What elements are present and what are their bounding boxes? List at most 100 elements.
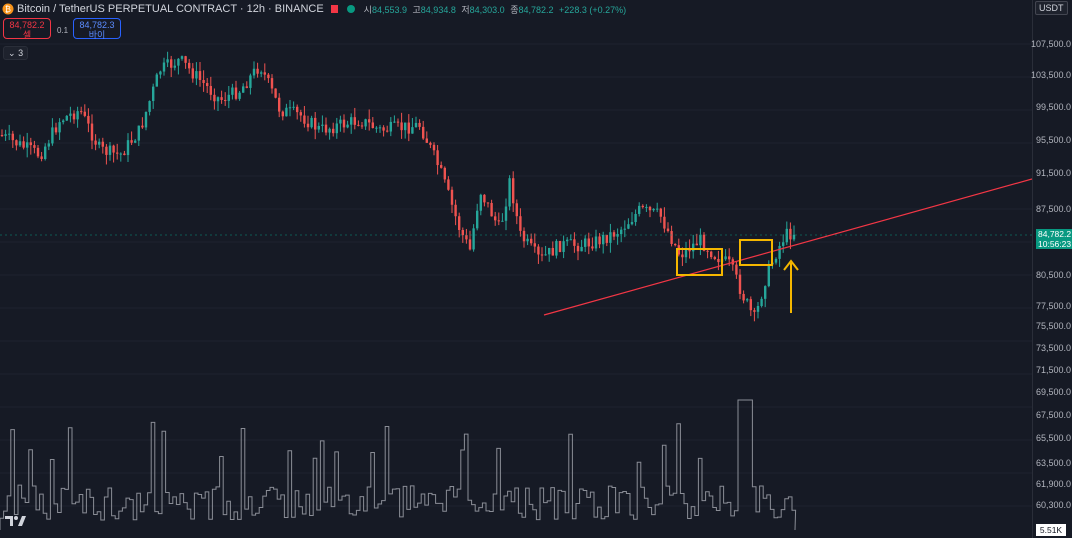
chart-area[interactable] — [0, 0, 1032, 538]
candle-body — [54, 127, 58, 133]
candlestick-chart[interactable] — [0, 0, 1032, 538]
candle-body — [29, 142, 32, 146]
candle-body — [141, 125, 144, 128]
candle-body — [123, 153, 126, 156]
candle-body — [22, 141, 25, 148]
candle-body — [299, 112, 302, 116]
candle-body — [90, 123, 94, 141]
candle-body — [342, 119, 346, 128]
candle-body — [360, 125, 364, 127]
candle-body — [80, 111, 83, 113]
candles — [0, 51, 796, 322]
candle-body — [566, 239, 569, 242]
price-axis[interactable]: 107,500.0 103,500.0 99,500.0 95,500.0 91,500… — [1031, 0, 1072, 538]
candle-body — [274, 88, 277, 98]
candle-body — [134, 140, 137, 143]
candle-body — [202, 79, 205, 84]
candle-body — [407, 122, 410, 134]
currency-badge[interactable]: USDT — [1035, 1, 1068, 15]
candle-body — [710, 251, 713, 258]
candle-body — [148, 101, 151, 112]
candle-body — [220, 97, 223, 100]
candle-body — [119, 153, 122, 155]
flag-icon[interactable] — [330, 5, 338, 13]
candle-body — [328, 128, 331, 133]
trendline[interactable] — [543, 178, 1032, 316]
candle-body — [321, 124, 324, 126]
symbol-title[interactable]: Bitcoin / TetherUS PERPETUAL CONTRACT · … — [17, 3, 324, 15]
chart-header: ₿ Bitcoin / TetherUS PERPETUAL CONTRACT … — [2, 2, 629, 16]
candle-body — [501, 220, 504, 222]
candle-body — [303, 115, 306, 124]
candle-body — [195, 71, 198, 79]
candle-body — [98, 141, 101, 145]
candle-body — [645, 206, 648, 208]
highlight-box-2[interactable] — [739, 239, 773, 266]
candle-body — [764, 286, 767, 299]
candle-body — [699, 234, 702, 246]
candle-body — [634, 213, 637, 223]
candle-body — [317, 125, 320, 130]
candle-body — [242, 86, 245, 93]
candle-body — [504, 206, 508, 221]
candle-body — [540, 254, 544, 256]
candle-body — [65, 115, 68, 121]
highlight-box-1[interactable] — [676, 248, 723, 276]
last-price-tag: 84,782.2 10:56:23 — [1036, 229, 1072, 249]
candle-body — [746, 299, 749, 301]
sell-button[interactable]: 84,782.2 셀 — [3, 18, 51, 40]
candle-body — [152, 86, 155, 102]
candle-body — [375, 127, 378, 129]
candle-body — [357, 124, 360, 126]
sell-label: 셀 — [22, 30, 32, 40]
candle-body — [555, 240, 558, 256]
price-tick-label: 80,500.0 — [1035, 270, 1071, 280]
candle-body — [393, 121, 396, 123]
price-tick-label: 71,500.0 — [1035, 365, 1071, 375]
indicators-toggle[interactable]: ⌄ 3 — [3, 46, 29, 60]
candle-body — [512, 178, 515, 204]
candle-body — [47, 143, 50, 147]
candle-body — [778, 245, 781, 259]
tradingview-logo-icon[interactable] — [4, 514, 28, 528]
candle-body — [728, 256, 731, 260]
candle-body — [184, 56, 187, 63]
price-tick-label: 99,500.0 — [1035, 102, 1071, 112]
candle-body — [494, 216, 497, 221]
candle-body — [310, 117, 313, 128]
candle-body — [378, 127, 382, 129]
volume-tag: 5.51K — [1036, 524, 1066, 536]
up-arrow-icon[interactable] — [783, 259, 799, 313]
candle-body — [706, 250, 709, 252]
candle-body — [429, 142, 432, 145]
candle-body — [519, 216, 522, 231]
candle-body — [670, 231, 673, 244]
candle-body — [447, 179, 450, 190]
candle-body — [263, 72, 266, 75]
candle-body — [206, 83, 209, 87]
price-tick-label: 75,500.0 — [1035, 321, 1071, 331]
candle-body — [260, 72, 263, 74]
candle-body — [432, 144, 436, 151]
candle-body — [630, 222, 634, 225]
candle-body — [371, 122, 374, 128]
spread-value: 0.1 — [57, 26, 69, 35]
buy-button[interactable]: 84,782.3 바이 — [73, 18, 121, 40]
volume-bars — [0, 399, 797, 531]
price-tick-label: 73,500.0 — [1035, 343, 1071, 353]
candle-body — [594, 236, 598, 249]
candle-body — [396, 121, 400, 123]
price-tick-label: 60,300.0 — [1035, 500, 1071, 510]
candle-body — [155, 74, 158, 87]
candle-body — [292, 106, 295, 108]
candle-body — [270, 78, 274, 89]
candle-body — [414, 122, 418, 128]
candle-body — [40, 156, 43, 159]
candle-body — [137, 125, 140, 141]
sell-price: 84,782.2 — [9, 20, 45, 30]
candle-body — [245, 86, 248, 88]
candle-body — [94, 140, 97, 145]
candle-body — [533, 243, 536, 247]
candle-body — [364, 119, 367, 127]
candle-body — [443, 167, 446, 180]
